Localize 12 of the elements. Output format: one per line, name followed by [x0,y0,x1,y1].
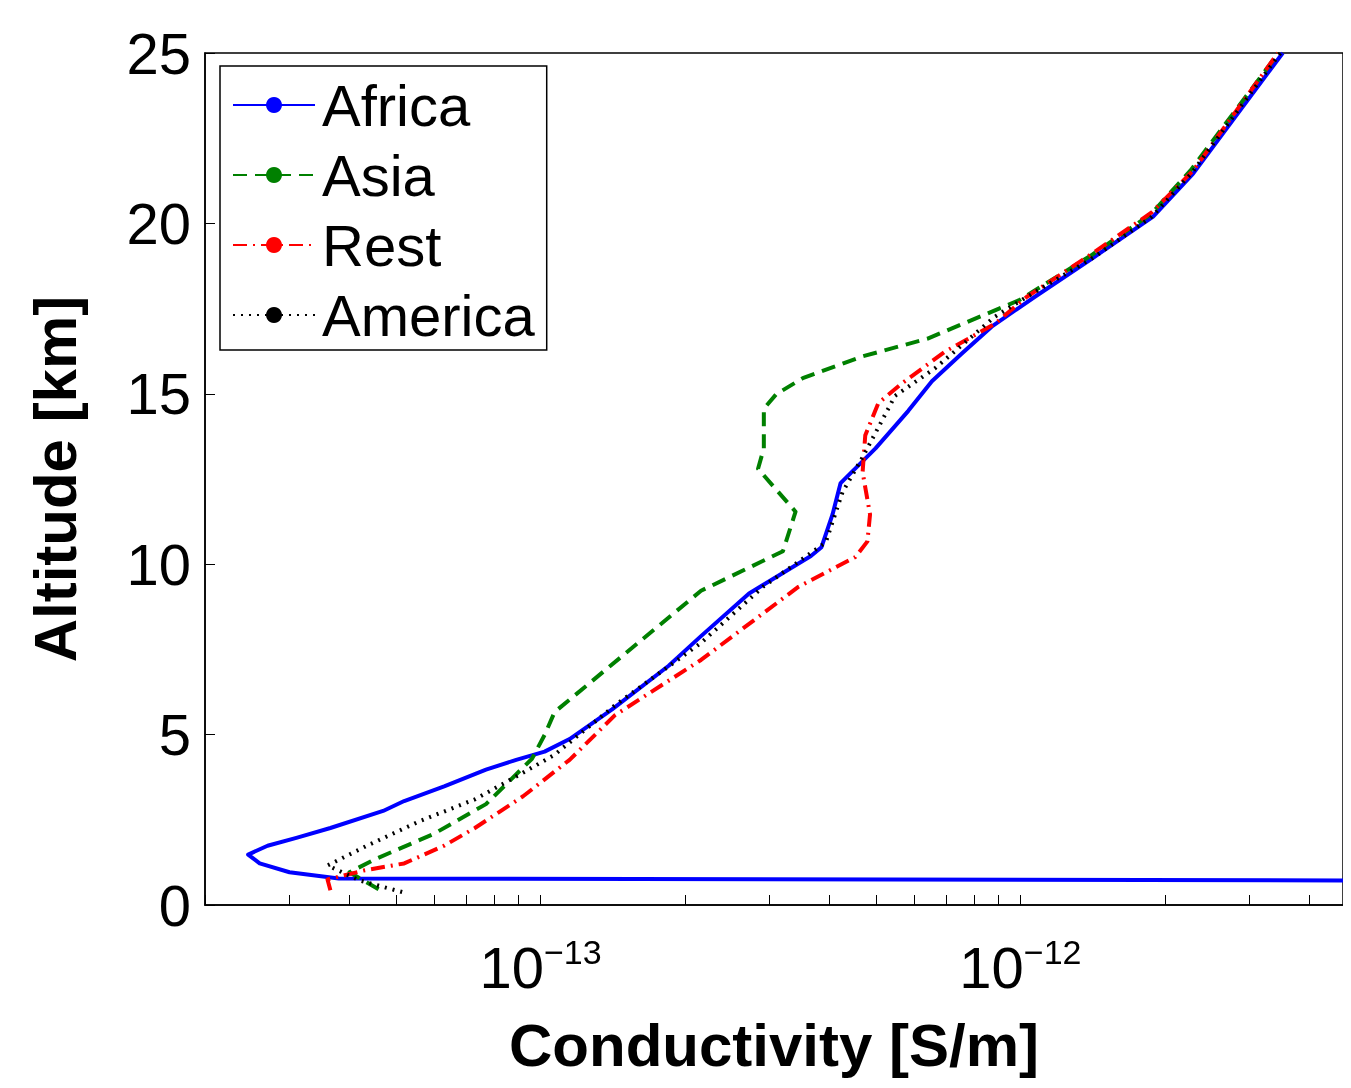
legend-label: Africa [322,72,471,138]
legend-label: Asia [322,142,436,208]
y-tick-label: 20 [126,190,191,256]
x-axis-title: Conductivity [S/m] [508,1011,1040,1079]
legend-label: America [322,282,536,348]
y-tick-label: 25 [126,20,191,86]
y-tick-label: 0 [158,872,191,938]
legend-label: Rest [322,212,442,278]
y-axis-title: Altitude [km] [21,295,89,663]
y-tick-label: 15 [126,361,191,427]
y-tick-label: 5 [158,702,191,768]
y-tick-label: 10 [126,531,191,597]
